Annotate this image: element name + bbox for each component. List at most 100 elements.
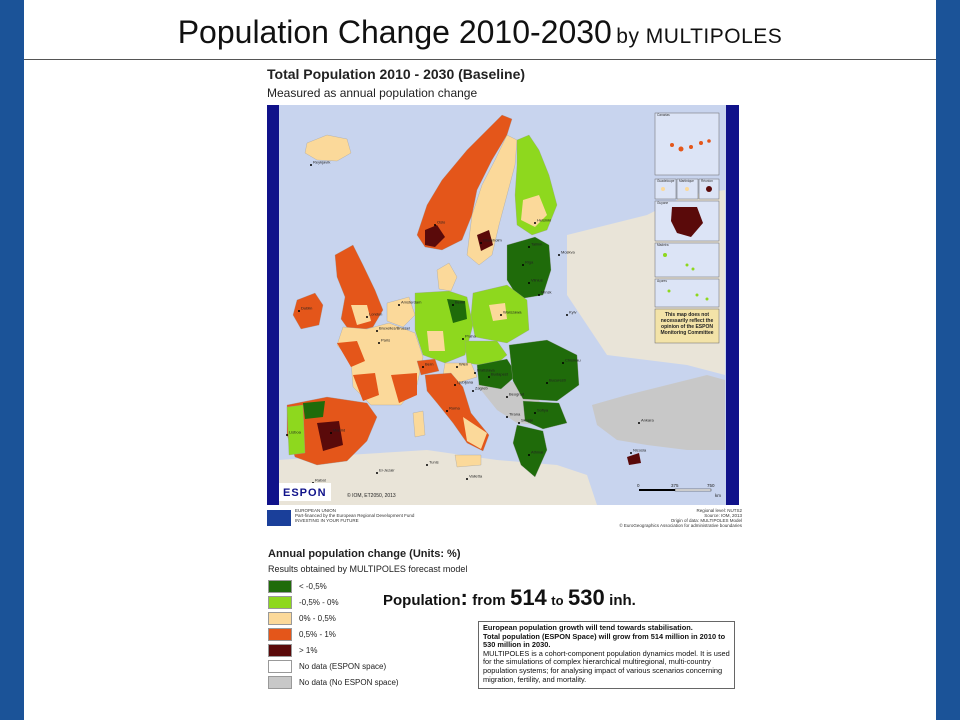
eu-funding-text: EUROPEAN UNION Part-financed by the Euro…	[295, 508, 465, 523]
map-copyright: © IOM, ET2050, 2013	[347, 492, 396, 499]
espon-logo-bg	[279, 483, 331, 501]
italy-south	[463, 417, 487, 449]
right-side-bar	[936, 0, 960, 720]
united-kingdom	[334, 244, 384, 334]
city-dot	[474, 372, 476, 374]
france-southwest	[353, 373, 379, 401]
city-label: Helsinki	[537, 218, 551, 223]
city-label: Reykjavík	[313, 160, 330, 165]
city-label: Moskva	[561, 250, 576, 255]
legend-label: < -0,5%	[299, 582, 327, 591]
city-dot	[562, 362, 564, 364]
city-label: Madrid	[333, 428, 345, 433]
city-label: Vilnius	[531, 278, 543, 283]
sardinia	[412, 410, 426, 438]
city-label: London	[369, 312, 382, 317]
city-dot	[456, 366, 458, 368]
scale-unit: km	[715, 493, 721, 498]
summary-note: European population growth will tend tow…	[478, 621, 735, 689]
portugal	[286, 404, 306, 456]
city-label: Zagreb	[475, 386, 488, 391]
population-label: Population	[383, 592, 461, 609]
city-label: Warszawa	[503, 310, 522, 315]
city-dot	[528, 454, 530, 456]
sweden	[466, 134, 518, 266]
ireland	[292, 292, 324, 330]
city-label: Ljubljana	[457, 380, 474, 385]
city-label: Chisinau	[565, 358, 581, 363]
inset-guadeloupe	[654, 178, 677, 200]
city-dot	[462, 338, 464, 340]
city-label: Dublin	[301, 306, 312, 311]
legend-label: -0,5% - 0%	[299, 598, 339, 607]
stockholm-region	[477, 230, 493, 251]
slide-title-sub: by MULTIPOLES	[616, 25, 783, 48]
city-dot	[538, 294, 540, 296]
city-dot	[426, 464, 428, 466]
romania	[508, 339, 580, 402]
population-to-value: 530	[567, 585, 605, 610]
bulgaria	[522, 400, 568, 430]
legend-swatch	[268, 660, 292, 673]
iceland	[304, 134, 352, 162]
population-from-value: 514	[510, 585, 547, 610]
legend-swatch	[268, 596, 292, 609]
inset-label: Guyane	[657, 201, 668, 205]
city-dot	[528, 246, 530, 248]
guyane-shape	[671, 207, 703, 237]
disclaimer-text: This map does not necessarily reflect th…	[660, 312, 714, 336]
legend-swatch	[268, 580, 292, 593]
city-dot	[454, 384, 456, 386]
inset-acores	[654, 278, 720, 308]
uk-south	[351, 305, 371, 325]
population-to: to	[551, 593, 564, 608]
city-dot	[558, 254, 560, 256]
legend-label: 0,5% - 1%	[299, 630, 336, 639]
legend-title: Annual population change (Units: %)	[268, 548, 461, 560]
map-subtitle: Measured as annual population change	[267, 86, 478, 100]
left-side-bar	[0, 0, 24, 720]
city-label: Beograd	[509, 392, 524, 397]
city-dot	[522, 264, 524, 266]
city-dot	[506, 416, 508, 418]
city-label: Amsterdam	[401, 300, 422, 305]
note-bold-line: Total population (ESPON Space) will grow…	[483, 631, 726, 650]
city-label: Nicosia	[633, 448, 647, 453]
disclaimer-text-wrap: This map does not necessarily reflect th…	[660, 312, 714, 336]
inset-label: Guadeloupe	[657, 179, 675, 183]
legend-label: > 1%	[299, 646, 318, 655]
city-dot	[472, 390, 474, 392]
city-dot	[376, 472, 378, 474]
city-label: Budapest	[491, 372, 509, 377]
city-dot	[310, 164, 312, 166]
eu-flag-icon	[267, 510, 291, 526]
note-text: MULTIPOLES is a cohort-component populat…	[483, 648, 730, 684]
city-label: Oslo	[437, 220, 446, 225]
slide-title-main: Population Change 2010-2030	[177, 14, 612, 50]
cyprus	[627, 453, 641, 465]
baltic-states	[506, 236, 552, 300]
france-southeast	[391, 373, 417, 403]
city-label: Bratislava	[477, 368, 495, 373]
city-dot	[630, 452, 632, 454]
city-dot	[534, 222, 536, 224]
city-label: Tallinn	[531, 242, 542, 247]
turkey	[592, 375, 725, 450]
city-dot	[422, 366, 424, 368]
city-label: Ankara	[641, 418, 654, 423]
warsaw-region	[489, 303, 507, 321]
eu-line: EUROPEAN UNION	[295, 508, 337, 513]
city-dot	[298, 310, 300, 312]
legend-swatch	[268, 676, 292, 689]
city-label: Valletta	[469, 474, 483, 479]
population-from: from	[472, 592, 506, 609]
city-label: Athinai	[531, 450, 543, 455]
city-dot	[466, 478, 468, 480]
title-divider	[24, 59, 936, 60]
spain-northwest	[303, 401, 325, 419]
city-dot	[534, 412, 536, 414]
city-dot	[638, 422, 640, 424]
source-line: © EuroGeographics Association for admini…	[619, 523, 742, 528]
hungary	[476, 358, 518, 390]
population-colon: :	[460, 585, 468, 610]
